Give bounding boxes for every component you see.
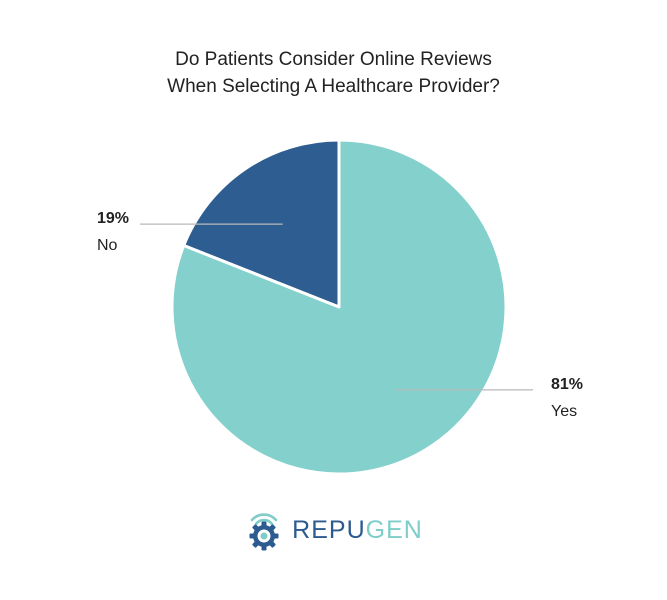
slice-percent-no: 19% [97,210,129,227]
leader-lines [140,223,533,391]
logo-wordmark: REPUGEN [292,516,423,545]
slice-category-yes: Yes [551,403,577,420]
chart-title: Do Patients Consider Online Reviews When… [0,46,667,100]
slice-labels: 19% No 81% Yes [97,210,583,420]
logo-gear-icon [249,513,279,551]
chart-title-line-2: When Selecting A Healthcare Provider? [167,76,500,97]
repugen-logo: REPUGEN [0,506,667,554]
slice-percent-yes: 81% [551,376,583,393]
pie-slices [170,138,508,476]
logo-text-gen: GEN [365,515,423,544]
slice-category-no: No [97,237,118,254]
chart-title-line-1: Do Patients Consider Online Reviews [175,49,492,70]
pie-slice-yes [170,138,508,476]
pie-slice-no [182,138,341,309]
logo-text-repu: REPU [292,515,366,544]
